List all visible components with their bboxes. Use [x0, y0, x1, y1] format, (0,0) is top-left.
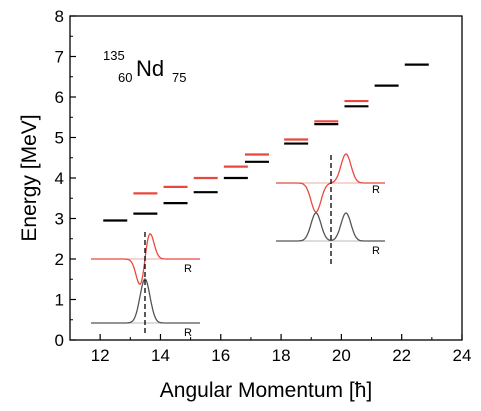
- x-tick-label-16: 16: [211, 346, 230, 365]
- y-tick-label-4: 4: [55, 169, 64, 188]
- y-tick-label-7: 7: [55, 48, 64, 67]
- left-red-wavefunction: [91, 232, 200, 285]
- y-tick-label-1: 1: [55, 291, 64, 310]
- left-black-wavefunction: [91, 278, 200, 324]
- wavefunction-insets: R R R R: [91, 153, 385, 339]
- y-tick-label-2: 2: [55, 250, 64, 269]
- energy-levels: [103, 63, 429, 222]
- y-tick-label-5: 5: [55, 129, 64, 148]
- left-black-label: R: [184, 327, 192, 339]
- plot-frame: [69, 15, 463, 341]
- y-tick-label-8: 8: [55, 7, 64, 26]
- right-black-wavefunction: [276, 212, 385, 242]
- x-tick-label-20: 20: [332, 346, 351, 365]
- right-red-label: R: [372, 184, 380, 196]
- x-tick-label-24: 24: [453, 346, 472, 365]
- x-axis-title: Angular Momentum [ħ]: [160, 379, 372, 402]
- nucleus-mass-number: 135: [103, 48, 125, 63]
- x-tick-label-12: 12: [91, 346, 110, 365]
- nucleus-annotation: 135 60 Nd 75: [103, 48, 186, 85]
- left-red-label: R: [184, 263, 192, 275]
- x-tick-label-22: 22: [392, 346, 411, 365]
- right-black-label: R: [372, 245, 380, 257]
- nucleus-neutron-number: 75: [172, 70, 186, 85]
- y-axis-title: Energy [MeV]: [18, 114, 41, 241]
- y-tick-label-3: 3: [55, 210, 64, 229]
- nucleus-atomic-number: 60: [118, 70, 132, 85]
- y-tick-label-0: 0: [55, 331, 64, 350]
- y-tick-label-6: 6: [55, 88, 64, 107]
- nucleus-symbol: Nd: [136, 56, 164, 81]
- x-tick-label-18: 18: [272, 346, 291, 365]
- x-tick-label-14: 14: [151, 346, 170, 365]
